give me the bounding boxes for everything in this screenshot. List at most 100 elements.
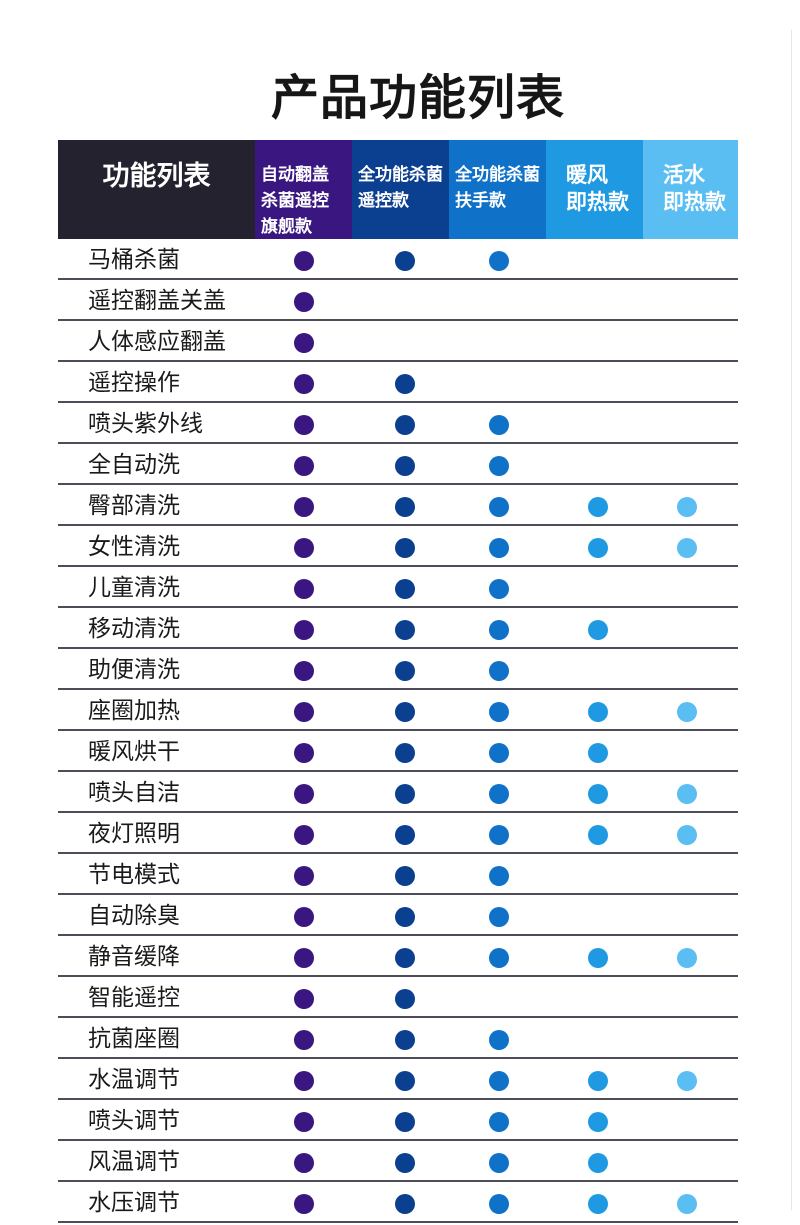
feature-label: 人体感应翻盖: [88, 329, 226, 355]
feature-dot: [489, 702, 509, 722]
table-row: 夜灯照明: [58, 813, 738, 854]
feature-dot: [395, 866, 415, 886]
header-column-4: 暖风 即热款: [546, 140, 643, 239]
feature-label: 自动除臭: [88, 903, 180, 929]
feature-dot: [588, 497, 608, 517]
feature-dot: [677, 948, 697, 968]
table-row: 移动清洗: [58, 608, 738, 649]
feature-label: 水温调节: [88, 1067, 180, 1093]
table-row: 节电模式: [58, 854, 738, 895]
feature-label: 遥控操作: [88, 370, 180, 396]
table-row: 全自动洗: [58, 444, 738, 485]
feature-dot: [294, 1194, 314, 1214]
table-row: 助便清洗: [58, 649, 738, 690]
table-row: 遥控操作: [58, 362, 738, 403]
table-row: 水压调节: [58, 1182, 738, 1223]
feature-label: 喷头紫外线: [88, 411, 203, 437]
feature-dot: [294, 948, 314, 968]
feature-dot: [489, 1194, 509, 1214]
header-column-line: 暖风: [566, 163, 608, 187]
feature-dot: [588, 743, 608, 763]
feature-dot: [489, 415, 509, 435]
feature-dot: [294, 702, 314, 722]
feature-dot: [588, 825, 608, 845]
feature-label: 喷头自洁: [88, 780, 180, 806]
feature-label: 静音缓降: [88, 944, 180, 970]
table-row: 人体感应翻盖: [58, 321, 738, 362]
page-title: 产品功能列表: [270, 70, 565, 126]
header-column-line: 全功能杀菌: [358, 165, 443, 185]
feature-dot: [294, 743, 314, 763]
feature-dot: [294, 907, 314, 927]
feature-dot: [395, 538, 415, 558]
header-column-1: 自动翻盖杀菌遥控旗舰款: [255, 140, 352, 239]
feature-dot: [489, 743, 509, 763]
feature-dot: [489, 538, 509, 558]
table-row: 自动除臭: [58, 895, 738, 936]
feature-dot: [489, 907, 509, 927]
header-column-line: 旗舰款: [261, 217, 312, 237]
feature-dot: [294, 866, 314, 886]
feature-dot: [489, 1030, 509, 1050]
feature-dot: [489, 784, 509, 804]
feature-dot: [677, 1194, 697, 1214]
header-column-line: 杀菌遥控: [261, 191, 329, 211]
feature-dot: [489, 825, 509, 845]
feature-dot: [588, 538, 608, 558]
feature-dot: [588, 1112, 608, 1132]
header-column-line: 扶手款: [455, 191, 506, 211]
feature-label: 暖风烘干: [88, 739, 180, 765]
table-row: 女性清洗: [58, 526, 738, 567]
feature-label: 遥控翻盖关盖: [88, 288, 226, 314]
header-column-line: 即热款: [566, 190, 629, 214]
table-row: 静音缓降: [58, 936, 738, 977]
feature-dot: [489, 866, 509, 886]
feature-dot: [395, 743, 415, 763]
table-row: 喷头自洁: [58, 772, 738, 813]
table-row: 遥控翻盖关盖: [58, 280, 738, 321]
feature-dot: [489, 1153, 509, 1173]
table-row: 抗菌座圈: [58, 1018, 738, 1059]
feature-dot: [395, 825, 415, 845]
feature-dot: [395, 579, 415, 599]
feature-label: 移动清洗: [88, 616, 180, 642]
feature-dot: [395, 251, 415, 271]
header-column-5: 活水 即热款: [643, 140, 738, 239]
feature-dot: [395, 989, 415, 1009]
feature-label: 水压调节: [88, 1190, 180, 1216]
feature-dot: [395, 1071, 415, 1091]
header-feature-list: 功能列表: [58, 140, 255, 239]
feature-dot: [294, 784, 314, 804]
header-column-line: 全功能杀菌: [455, 165, 540, 185]
feature-dot: [294, 989, 314, 1009]
feature-dot: [489, 456, 509, 476]
feature-dot: [294, 251, 314, 271]
table-row: 马桶杀菌: [58, 239, 738, 280]
table-row: 座圈加热: [58, 690, 738, 731]
table-row: 智能遥控: [58, 977, 738, 1018]
feature-dot: [489, 251, 509, 271]
feature-label: 座圈加热: [88, 698, 180, 724]
feature-dot: [294, 661, 314, 681]
feature-dot: [588, 1071, 608, 1091]
feature-dot: [294, 825, 314, 845]
feature-label: 助便清洗: [88, 657, 180, 683]
header-column-line: 自动翻盖: [261, 165, 329, 185]
feature-dot: [294, 620, 314, 640]
feature-dot: [677, 497, 697, 517]
feature-dot: [395, 1112, 415, 1132]
feature-dot: [294, 538, 314, 558]
feature-dot: [395, 415, 415, 435]
table-row: 暖风烘干: [58, 731, 738, 772]
feature-label: 儿童清洗: [88, 575, 180, 601]
feature-label: 风温调节: [88, 1149, 180, 1175]
feature-label: 智能遥控: [88, 985, 180, 1011]
feature-dot: [489, 497, 509, 517]
feature-dot: [677, 702, 697, 722]
header-column-line: 即热款: [663, 190, 726, 214]
feature-label: 全自动洗: [88, 452, 180, 478]
feature-dot: [294, 1030, 314, 1050]
header-column-2: 全功能杀菌 遥控款: [352, 140, 449, 239]
feature-dot: [395, 1194, 415, 1214]
feature-dot: [294, 415, 314, 435]
